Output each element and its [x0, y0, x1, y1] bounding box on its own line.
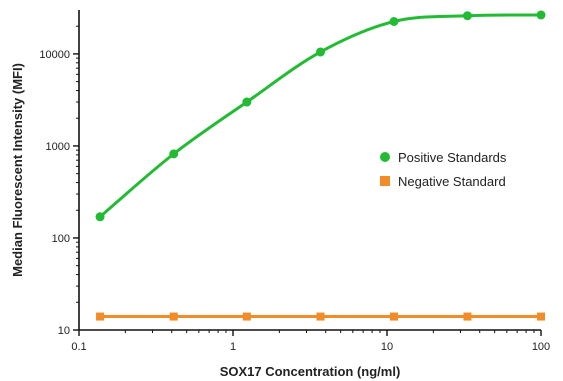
y-tick-label: 100	[52, 233, 70, 245]
data-point	[389, 16, 399, 26]
data-point	[537, 312, 545, 321]
legend-label: Positive Standards	[398, 150, 507, 165]
data-point	[242, 97, 252, 107]
x-axis-title: SOX17 Concentration (ng/ml)	[220, 364, 401, 379]
data-point	[242, 312, 251, 321]
x-tick-label: 0.1	[71, 341, 86, 353]
data-point	[169, 312, 178, 321]
data-point	[316, 312, 325, 321]
series-negative-standard	[96, 312, 545, 321]
series-layer	[95, 10, 546, 321]
axes	[78, 10, 541, 331]
legend: Positive Standards Negative Standard	[380, 150, 507, 189]
data-point	[389, 312, 398, 321]
y-tick-label: 1000	[46, 141, 70, 153]
data-point	[462, 11, 472, 21]
legend-marker	[380, 176, 390, 186]
y-tick-label: 10	[58, 325, 70, 337]
series-positive-standards	[95, 10, 546, 222]
data-point	[316, 47, 326, 57]
data-point	[169, 149, 179, 159]
y-axis-title: Median Fluorescent Intensity (MFI)	[10, 63, 25, 277]
x-tick-label: 1	[230, 341, 236, 353]
data-point	[96, 312, 105, 321]
y-tick-label: 10000	[39, 49, 70, 61]
y-axis-ticks: 10 100 1000 10000	[39, 25, 79, 337]
x-tick-label: 10	[381, 341, 393, 353]
x-axis-ticks: 0.1 1 10 100	[71, 330, 550, 353]
data-point	[463, 312, 472, 321]
legend-marker	[380, 152, 390, 162]
data-point	[536, 10, 546, 20]
legend-label: Negative Standard	[398, 174, 506, 189]
x-tick-label: 100	[532, 341, 550, 353]
data-point	[95, 212, 105, 222]
